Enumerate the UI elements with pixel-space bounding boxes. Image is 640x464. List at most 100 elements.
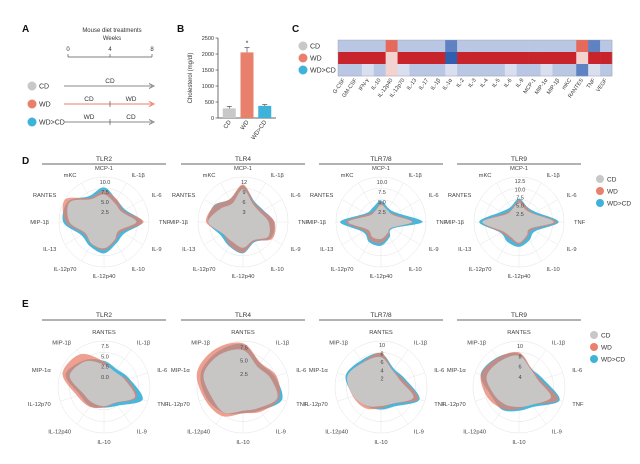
heatmap-cell	[564, 64, 577, 77]
radar-area	[69, 360, 136, 407]
legend-dot	[590, 355, 598, 363]
radar-axis-label: IL-1β	[414, 341, 428, 347]
radar-axis-label: IL-12p70	[167, 402, 190, 408]
radar-axis-label: IL-12p70	[54, 267, 77, 273]
heatmap-cell	[540, 40, 553, 53]
radar-axis-label: IL-10	[236, 440, 249, 446]
bar-category-label: WD>CD	[251, 119, 269, 141]
heatmap-column-label: IL-5	[491, 78, 501, 89]
radar-scale-label: 8	[380, 352, 383, 358]
radar-area	[347, 356, 414, 407]
radar-scale-label: 12.5	[515, 179, 526, 185]
heatmap-cell	[421, 40, 434, 53]
legend-label: WD	[607, 189, 618, 196]
radar-scale-label: 0.0	[101, 375, 109, 381]
radar-axis-label: IL-13	[458, 247, 471, 253]
heatmap-cell	[409, 40, 422, 53]
heatmap-cell	[600, 64, 613, 77]
receptor-title: TLR9	[511, 156, 527, 163]
radar-axis-label: TNF	[157, 402, 169, 408]
radar-axis-label: IL-12p40	[187, 429, 210, 435]
heatmap-cell	[564, 40, 577, 53]
radar-scale-label: 5.0	[240, 359, 248, 365]
panel-letter: B	[177, 24, 184, 35]
heatmap-cell	[564, 52, 577, 65]
radar-scale-label: 6	[242, 200, 245, 206]
weeks-tick-label: 4	[108, 47, 112, 53]
radar-scale-label: 3	[242, 210, 245, 216]
heatmap-cell	[397, 52, 410, 65]
radar-axis-label: MCP-1	[234, 166, 252, 172]
heatmap-cell	[445, 40, 458, 53]
weeks-tick-label: 8	[150, 47, 154, 53]
tlr-e-radar: 2.5 5.0 7.5 RANTES IL-1β IL-6 TNF IL-9 IL-10 IL-1…	[167, 330, 308, 446]
heatmap-cell	[576, 40, 589, 53]
heatmap-cell	[480, 52, 494, 65]
heatmap-cell	[457, 52, 470, 65]
radar-scale-label: 5.0	[516, 204, 524, 210]
panel-letter: A	[22, 24, 29, 35]
group-label: WD	[39, 102, 51, 109]
receptor-title: TLR2	[96, 156, 112, 163]
radar-axis-label: RANTES	[507, 330, 531, 336]
heatmap-cell	[469, 40, 482, 53]
heatmap-cell	[516, 64, 529, 77]
heatmap-column-label: IL-1β	[430, 78, 442, 92]
radar-scale-label: 2.5	[516, 212, 524, 218]
heatmap-cell	[492, 64, 506, 77]
radar-axis-label: MIP-1β	[169, 220, 188, 226]
heatmap-cell	[397, 64, 410, 77]
radar-axis-label: TNF	[296, 402, 308, 408]
y-tick-label: 2000	[202, 52, 214, 58]
heatmap-column-label: VEGF	[595, 77, 609, 93]
radar-axis-label: IL-1β	[276, 341, 290, 347]
radar-scale-label: 6	[518, 365, 521, 371]
heatmap-cell	[349, 64, 363, 77]
radar-scale-label: 2.5	[378, 210, 386, 216]
heatmap-cell	[469, 64, 482, 77]
heatmap-column-label: TNF	[586, 77, 597, 90]
panel-letter: D	[22, 156, 29, 167]
heatmap-cell	[433, 52, 446, 65]
group-dot	[298, 41, 308, 51]
radar-axis-label: MIP-1α	[447, 368, 466, 374]
radar-axis-label: IL-10	[547, 267, 560, 273]
radar-axis-label: MCP-1	[95, 166, 113, 172]
radar-axis-label: IL-10	[271, 267, 284, 273]
y-tick-label: 0	[211, 116, 214, 122]
radar-scale-label: 5.0	[378, 200, 386, 206]
radar-axis-label: IL-6	[567, 193, 577, 199]
tlr-d-radar: 3 6 9 12 MCP-1 IL-1β IL-6 TNF IL-9 IL-10 IL-12p40 I…	[169, 166, 310, 280]
heatmap-cell	[480, 64, 494, 77]
radar-axis-label: IL-9	[276, 429, 286, 435]
heatmap-cell	[552, 52, 565, 65]
heatmap-column-label: IL-6	[503, 78, 513, 89]
group-dot	[27, 99, 37, 109]
radar-axis-label: IL-6	[296, 368, 306, 374]
heatmap-cell	[516, 40, 529, 53]
radar-axis-label: IL-12p40	[93, 274, 116, 280]
radar-scale-label: 12	[241, 180, 247, 186]
panel-a-unit: Weeks	[103, 36, 121, 42]
radar-axis-label: RANTES	[448, 193, 472, 199]
receptor-title: TLR9	[511, 312, 527, 319]
receptor-title: TLR4	[235, 156, 251, 163]
radar-axis-label: IL-12p40	[48, 429, 71, 435]
tlr-e-radar: 0.0 2.5 5.0 7.5 RANTES IL-1β IL-6 TNF IL-9 IL-10 I…	[28, 330, 169, 446]
radar-axis-label: IL-9	[137, 429, 147, 435]
radar-axis-label: IL-1β	[132, 173, 146, 179]
heatmap-cell	[361, 64, 375, 77]
legend-label: CD	[607, 177, 617, 184]
radar-axis-label: IL-9	[567, 247, 577, 253]
heatmap-cell	[504, 52, 517, 65]
radar-axis-label: IL-9	[152, 247, 162, 253]
segment-label: WD	[84, 114, 95, 121]
radar-axis-label: MIP-1β	[467, 341, 486, 347]
segment-label: CD	[105, 78, 115, 85]
radar-axis-label: MIP-1β	[329, 341, 348, 347]
heatmap-cell	[504, 64, 517, 77]
legend-dot	[590, 331, 598, 339]
radar-scale-label: 10	[379, 343, 385, 349]
heatmap-cell	[445, 52, 458, 65]
heatmap-cell	[433, 40, 446, 53]
